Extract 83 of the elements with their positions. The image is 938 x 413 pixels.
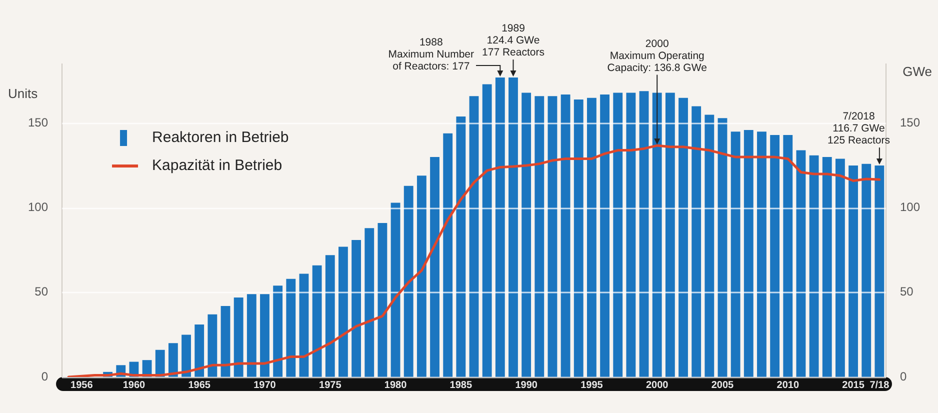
bar [469, 96, 479, 377]
bar [234, 297, 244, 377]
x-tick-label: 1980 [384, 380, 408, 391]
bar [299, 274, 309, 377]
bar [168, 343, 178, 377]
legend-label: Kapazität in Betrieb [152, 157, 282, 174]
bar [613, 92, 623, 377]
x-tick-label: 1960 [122, 380, 146, 391]
bar [260, 294, 270, 377]
x-tick-label: 2005 [711, 380, 734, 391]
bar [730, 132, 740, 377]
bar [848, 166, 858, 377]
bar [560, 94, 570, 377]
bar [352, 240, 361, 377]
bar [783, 135, 793, 377]
x-tick-label: 1990 [515, 380, 538, 391]
x-tick-label: 2010 [776, 380, 800, 391]
x-tick-label: 1956 [70, 380, 94, 391]
y2-tick-label: 100 [900, 200, 920, 214]
bar [692, 106, 702, 377]
bar [718, 118, 728, 377]
bar [587, 98, 596, 377]
y2-axis-title: GWe [902, 64, 932, 79]
x-tick-label: 7/18 [870, 380, 890, 391]
bar [312, 265, 322, 377]
y2-tick-label: 0 [900, 369, 907, 384]
x-tick-label: 1985 [450, 380, 472, 391]
bar [286, 278, 296, 377]
bar [626, 92, 636, 377]
x-tick-label: 2015 [842, 380, 865, 391]
bar [482, 84, 492, 377]
bar [704, 114, 714, 377]
bar [534, 96, 544, 377]
bar [325, 255, 335, 377]
bar [194, 324, 204, 377]
bar [796, 150, 806, 377]
bar [678, 98, 688, 377]
bar [155, 350, 165, 377]
x-tick-label: 1970 [254, 380, 276, 391]
bar [757, 132, 766, 377]
annotation: 2000 Maximum Operating Capacity: 136.8 GWe [607, 38, 708, 74]
bar [430, 157, 440, 377]
bar [652, 92, 662, 377]
bar [208, 314, 218, 377]
y-axis-title: Units [8, 86, 38, 101]
annotation: 7/2018 116.7 GWe 125 Reactors [828, 110, 890, 147]
bar [522, 92, 532, 377]
y-tick-label: 0 [41, 369, 48, 384]
y-tick-label: 100 [28, 200, 48, 214]
bar [378, 223, 388, 377]
bar [809, 155, 819, 377]
bar [548, 96, 558, 377]
legend-label: Reaktoren in Betrieb [152, 129, 289, 146]
bar [835, 158, 845, 377]
x-tick-label: 1975 [319, 380, 342, 391]
bar [862, 164, 872, 377]
bar [404, 186, 414, 377]
bar [182, 334, 191, 377]
bar [574, 100, 584, 377]
bar [822, 157, 832, 377]
y2-tick-label: 150 [900, 116, 920, 130]
bar [600, 94, 610, 377]
bar [443, 133, 453, 377]
x-tick-label: 2000 [646, 380, 669, 391]
annotation: 1988 Maximum Number of Reactors: 177 [388, 36, 475, 73]
bar [639, 91, 649, 377]
bar [665, 92, 675, 377]
bar [220, 306, 230, 377]
y-tick-label: 150 [28, 116, 48, 130]
x-tick-label: 1965 [188, 380, 211, 391]
x-tick-label: 1995 [580, 380, 604, 391]
bar [390, 202, 400, 377]
bar [364, 228, 374, 377]
annotation: 1989 124.4 GWe 177 Reactors [482, 22, 544, 59]
bar [456, 116, 466, 377]
bar [273, 286, 283, 377]
bar [338, 246, 348, 377]
bar [744, 130, 754, 377]
y2-tick-label: 50 [900, 284, 914, 299]
bar [416, 176, 426, 377]
bar [770, 135, 780, 377]
y-tick-label: 50 [34, 284, 48, 299]
bar [246, 294, 256, 377]
